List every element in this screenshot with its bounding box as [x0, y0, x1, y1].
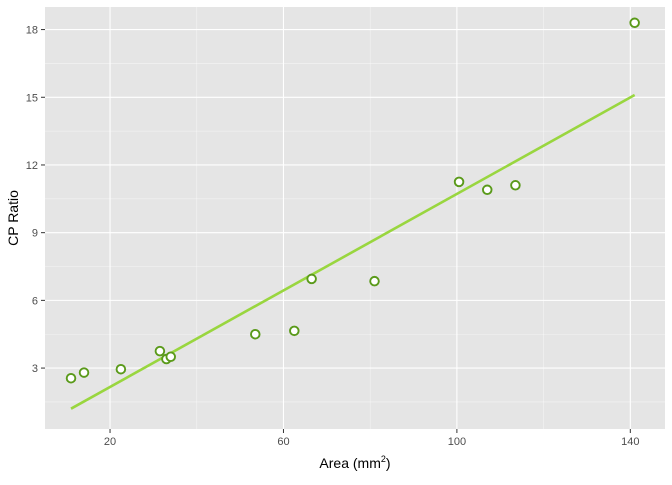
- x-tick-label: 140: [621, 436, 639, 448]
- data-point: [78, 367, 90, 378]
- y-axis-title: CP Ratio: [5, 190, 21, 246]
- data-point: [250, 328, 261, 340]
- data-point: [65, 372, 77, 384]
- x-tick-label: 60: [277, 436, 289, 448]
- data-point: [165, 351, 176, 363]
- data-point: [481, 184, 493, 196]
- data-point: [115, 363, 127, 375]
- y-tick-label: 9: [32, 228, 38, 240]
- data-point: [453, 176, 465, 188]
- x-axis-title: Area (mm2): [319, 454, 390, 471]
- data-point: [306, 273, 317, 285]
- plot-panel: [45, 7, 665, 429]
- data-points: [65, 17, 640, 384]
- x-tick-label: 20: [104, 436, 116, 448]
- y-tick-label: 3: [32, 363, 38, 375]
- data-point: [289, 325, 300, 337]
- y-tick-label: 18: [26, 25, 38, 37]
- data-point: [629, 17, 640, 29]
- data-point: [510, 180, 521, 191]
- x-tick-label: 100: [448, 436, 466, 448]
- y-axis-ticks: 3 6 9 12 15 18: [26, 25, 45, 375]
- y-tick-label: 6: [32, 295, 38, 307]
- x-axis-ticks: 20 60 100 140: [104, 429, 639, 448]
- y-tick-label: 12: [26, 160, 38, 172]
- grid-lines: [45, 7, 665, 429]
- y-tick-label: 15: [26, 92, 38, 104]
- data-point: [369, 275, 380, 287]
- data-point: [154, 345, 166, 357]
